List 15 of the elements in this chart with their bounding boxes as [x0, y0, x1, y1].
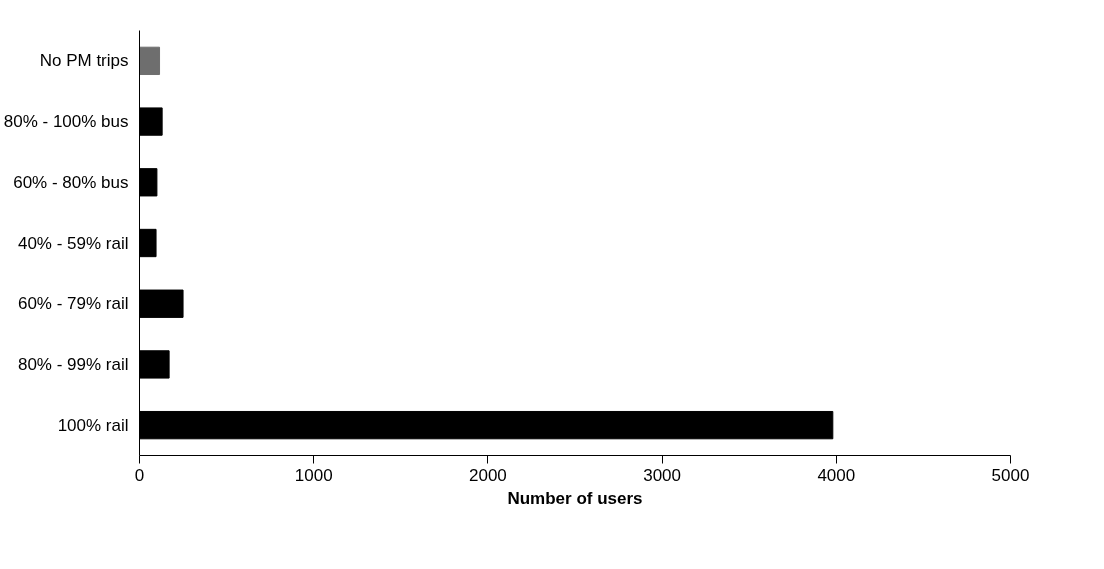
x-tick-label: 0 — [134, 465, 145, 485]
y-tick-label: 60% - 79% rail — [17, 294, 129, 314]
x-tick-label: 1000 — [294, 465, 333, 485]
y-tick-label: 80% - 100% bus — [3, 112, 129, 132]
x-tick-label: 2000 — [468, 465, 507, 485]
x-tick-label: 5000 — [991, 465, 1030, 485]
x-tick-label: 4000 — [817, 465, 856, 485]
bar — [139, 46, 161, 76]
y-tick-label: 40% - 59% rail — [17, 233, 129, 253]
y-tick-label: 80% - 99% rail — [17, 354, 129, 374]
y-tick-label: No PM trips — [39, 51, 129, 71]
x-axis-title: Number of users — [507, 488, 643, 508]
y-tick-label: 60% - 80% bus — [13, 172, 129, 192]
y-tick-label: 100% rail — [57, 415, 129, 435]
x-tick-label: 3000 — [643, 465, 682, 485]
